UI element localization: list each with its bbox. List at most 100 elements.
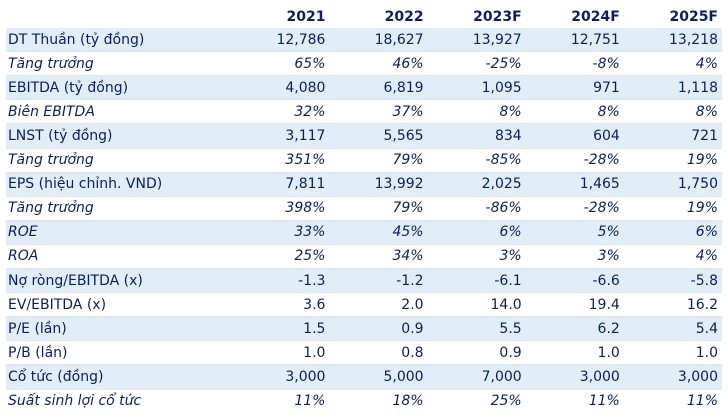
value-cell: 5.5	[427, 316, 526, 342]
value-cell: 834	[427, 123, 526, 149]
value-cell: 37%	[329, 99, 428, 125]
table-row: Nợ ròng/EBITDA (x) -1.3 -1.2 -6.1 -6.6 -5.8	[6, 268, 722, 294]
financial-table: 2021 2022 2023F 2024F 2025F DT Thuần (tỷ…	[6, 5, 722, 413]
value-cell: 1.0	[525, 340, 624, 366]
value-cell: -28%	[525, 148, 624, 173]
value-cell: 32%	[231, 99, 330, 125]
value-cell: 13,992	[329, 172, 428, 197]
value-cell: 2.0	[329, 292, 428, 318]
table-body: DT Thuần (tỷ đồng) 12,786 18,627 13,927 12,7…	[6, 28, 722, 413]
header-cell-2025f: 2025F	[669, 8, 718, 25]
value-cell: 398%	[231, 196, 330, 221]
value-cell: 19%	[623, 148, 722, 173]
value-cell: 18,627	[329, 28, 428, 53]
value-cell: 16.2	[623, 292, 722, 318]
value-cell: 3.6	[231, 292, 330, 318]
row-label: Tăng trưởng	[6, 196, 232, 221]
header-cell-2024f: 2024F	[571, 8, 620, 25]
value-cell: 33%	[231, 220, 330, 245]
value-cell: 79%	[329, 148, 428, 173]
table-row: P/E (lần) 1.5 0.9 5.5 6.2 5.4	[6, 316, 722, 342]
row-label: LNST (tỷ đồng)	[6, 123, 232, 149]
value-cell: 6%	[623, 220, 722, 245]
value-cell: 0.8	[329, 340, 428, 366]
header-cell-2021: 2021	[286, 8, 326, 25]
value-cell: 4,080	[231, 75, 330, 101]
table-row: Suất sinh lợi cổ tức 11% 18% 25% 11% 11%	[6, 389, 722, 413]
table-row: Tăng trưởng 398% 79% -86% -28% 19%	[6, 196, 722, 221]
row-label: P/B (lần)	[6, 340, 232, 366]
value-cell: 5,000	[329, 364, 428, 390]
table-row: EV/EBITDA (x) 3.6 2.0 14.0 19.4 16.2	[6, 292, 722, 318]
value-cell: 604	[525, 123, 624, 149]
value-cell: 1,465	[525, 172, 624, 197]
row-label: P/E (lần)	[6, 316, 232, 342]
value-cell: 13,927	[427, 28, 526, 53]
value-cell: 12,751	[525, 28, 624, 53]
table-row: Biên EBITDA 32% 37% 8% 8% 8%	[6, 99, 722, 125]
row-label: EPS (hiệu chỉnh. VND)	[6, 172, 232, 197]
value-cell: 12,786	[231, 28, 330, 53]
value-cell: 13,218	[623, 28, 722, 53]
value-cell: 14.0	[427, 292, 526, 318]
value-cell: 7,811	[231, 172, 330, 197]
value-cell: 2,025	[427, 172, 526, 197]
table-row: ROA 25% 34% 3% 3% 4%	[6, 244, 722, 270]
value-cell: 5%	[525, 220, 624, 245]
value-cell: 5.4	[623, 316, 722, 342]
header-cell-2022: 2022	[384, 8, 424, 25]
table-row: Tăng trưởng 351% 79% -85% -28% 19%	[6, 148, 722, 173]
value-cell: -6.6	[525, 268, 624, 294]
value-cell: 1,095	[427, 75, 526, 101]
value-cell: 4%	[623, 51, 722, 77]
row-label: Nợ ròng/EBITDA (x)	[6, 268, 232, 294]
value-cell: 8%	[525, 99, 624, 125]
row-label: EV/EBITDA (x)	[6, 292, 232, 318]
value-cell: 25%	[231, 244, 330, 270]
table-row: P/B (lần) 1.0 0.8 0.9 1.0 1.0	[6, 340, 722, 366]
row-label: Cổ tức (đồng)	[6, 364, 232, 390]
value-cell: 11%	[686, 393, 718, 410]
table-row: LNST (tỷ đồng) 3,117 5,565 834 604 721	[6, 123, 722, 149]
row-label: Tăng trưởng	[6, 51, 232, 77]
value-cell: 7,000	[427, 364, 526, 390]
value-cell: 351%	[231, 148, 330, 173]
value-cell: 79%	[329, 196, 428, 221]
value-cell: 971	[525, 75, 624, 101]
table-row: Tăng trưởng 65% 46% -25% -8% 4%	[6, 51, 722, 77]
value-cell: 6,819	[329, 75, 428, 101]
table-row: EPS (hiệu chỉnh. VND) 7,811 13,992 2,025 1,4…	[6, 172, 722, 197]
header-cell-2023f: 2023F	[473, 8, 522, 25]
table-row: DT Thuần (tỷ đồng) 12,786 18,627 13,927 12,7…	[6, 28, 722, 53]
value-cell: 6%	[427, 220, 526, 245]
value-cell: 3%	[427, 244, 526, 270]
value-cell: 8%	[623, 99, 722, 125]
value-cell: -1.3	[231, 268, 330, 294]
row-label: EBITDA (tỷ đồng)	[6, 75, 232, 101]
value-cell: 3,117	[231, 123, 330, 149]
value-cell: -28%	[525, 196, 624, 221]
row-label: Suất sinh lợi cổ tức	[8, 393, 142, 410]
value-cell: -86%	[427, 196, 526, 221]
row-label: ROA	[6, 244, 232, 270]
value-cell: 46%	[329, 51, 428, 77]
value-cell: 3,000	[525, 364, 624, 390]
value-cell: 3%	[525, 244, 624, 270]
value-cell: 6.2	[525, 316, 624, 342]
value-cell: 11%	[588, 393, 620, 410]
value-cell: 1.0	[623, 340, 722, 366]
value-cell: 1.5	[231, 316, 330, 342]
value-cell: 3,000	[623, 364, 722, 390]
header-row: 2021 2022 2023F 2024F 2025F	[6, 5, 722, 28]
value-cell: -25%	[427, 51, 526, 77]
value-cell: 1.0	[231, 340, 330, 366]
value-cell: 721	[623, 123, 722, 149]
value-cell: 4%	[623, 244, 722, 270]
value-cell: 1,750	[623, 172, 722, 197]
table-row: EBITDA (tỷ đồng) 4,080 6,819 1,095 971 1,118	[6, 75, 722, 101]
value-cell: 65%	[231, 51, 330, 77]
value-cell: 45%	[329, 220, 428, 245]
row-label: DT Thuần (tỷ đồng)	[6, 28, 232, 53]
value-cell: -6.1	[427, 268, 526, 294]
value-cell: 5,565	[329, 123, 428, 149]
